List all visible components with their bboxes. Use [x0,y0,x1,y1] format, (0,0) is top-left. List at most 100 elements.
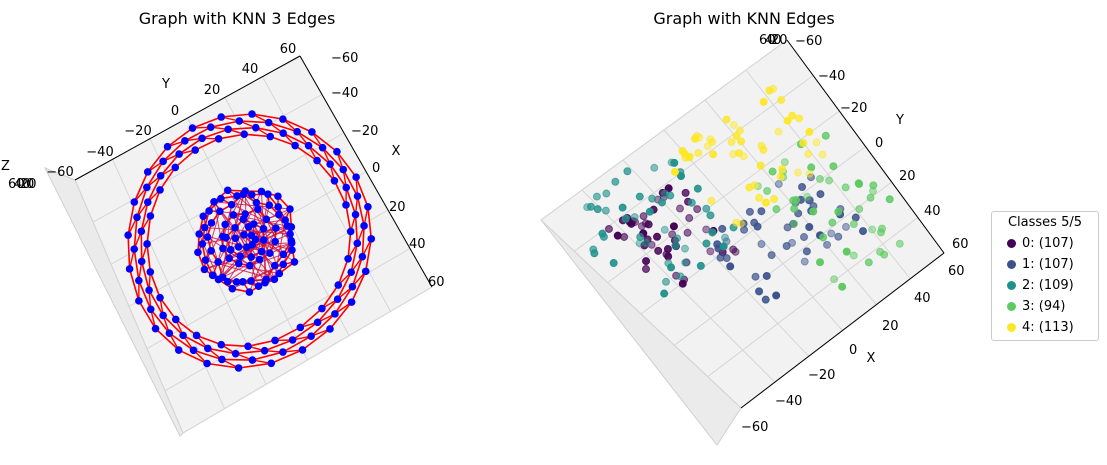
left-node [171,315,180,324]
right-point-class-3 [780,158,789,167]
right-point-class-2 [630,213,639,222]
left-node [262,275,270,284]
right-point-class-1 [834,232,843,241]
right-point-class-2 [636,233,645,242]
left-edge [228,126,256,131]
left-node [265,201,274,209]
right-point-class-2 [657,198,666,207]
right-point-class-2 [702,239,711,248]
left-node [257,187,266,196]
left-node [364,202,372,211]
right-point-class-4 [788,111,797,120]
left-node [244,223,253,231]
left-edge [146,215,152,245]
left-node [135,297,143,305]
legend-marker-4 [1007,323,1016,332]
left-node [270,261,279,270]
left-edge [209,210,246,215]
left-node [143,183,151,192]
right-point-class-3 [821,131,830,140]
left-node [244,342,252,351]
right-point-class-0 [639,212,648,221]
right-point-class-1 [806,173,815,182]
left-edge [336,151,357,178]
left-edge [148,289,164,316]
right-point-class-2 [667,263,676,272]
left-edge [168,332,195,351]
left-node [125,265,134,273]
right-point-class-4 [694,149,703,158]
left-chart: Graph with KNN 3 Edges 60 40 20 0 −20 −4… [1,9,445,437]
right-point-class-2 [650,163,659,172]
left-node [210,198,218,206]
left-node [296,323,305,332]
left-node [239,190,248,199]
left-node [347,268,356,277]
left-edge [302,328,331,351]
legend-label-2: 2: (109) [1022,278,1074,293]
right-point-class-1 [788,238,797,247]
left-edge [182,334,209,350]
left-node [234,364,243,372]
right-point-class-4 [703,142,712,151]
left-edge [138,300,157,330]
right-point-class-4 [805,127,814,136]
legend-label-3: 3: (94) [1022,299,1066,314]
left-node [257,247,266,256]
left-node [130,245,139,253]
left-node [242,243,251,252]
left-node [275,210,283,219]
right-point-class-1 [851,213,860,222]
left-node [304,141,313,150]
left-node [145,286,153,294]
left-node [223,277,232,286]
left-node [221,220,229,229]
right-point-class-2 [660,289,669,298]
right-point-class-0 [641,265,650,274]
left-edge [255,126,284,135]
left-ytick-3: 20 [204,83,221,98]
left-edge [333,180,347,206]
left-ytick-4: 0 [171,104,179,119]
left-edge [345,187,357,215]
right-point-class-2 [592,192,601,201]
left-edge [221,113,253,118]
left-ztick-d: 0 [26,177,34,192]
left-node [247,190,256,199]
right-point-class-4 [777,95,786,104]
right-point-class-1 [755,287,764,296]
left-z-axis-label: Z [1,159,10,174]
right-chart-title: Graph with KNN Edges [653,9,834,28]
left-node [175,150,183,158]
right-point-class-2 [660,225,669,234]
left-edge [329,301,353,330]
right-point-class-4 [750,181,759,190]
left-edge [356,196,365,227]
left-node [234,243,243,251]
left-edge [247,339,276,348]
left-node [231,349,240,358]
right-point-class-3 [768,167,777,176]
right-point-class-4 [755,193,764,202]
left-node [260,236,268,244]
right-point-class-3 [815,174,824,183]
left-node [240,230,248,239]
left-chart-title: Graph with KNN 3 Edges [139,9,336,28]
left-edge [355,176,369,208]
left-edge [308,145,331,165]
left-node [239,215,248,224]
right-point-class-2 [618,203,627,212]
right-point-class-4 [812,138,821,147]
left-node [288,336,297,344]
left-node [262,215,271,224]
left-edge [184,126,212,142]
legend-title: Classes 5/5 [1007,215,1083,230]
left-node [333,147,341,156]
right-point-class-4 [739,152,748,161]
left-edge [270,349,303,365]
left-node [313,318,322,327]
right-point-class-3 [792,195,801,204]
right-point-class-1 [823,240,832,249]
left-edge [196,334,222,346]
